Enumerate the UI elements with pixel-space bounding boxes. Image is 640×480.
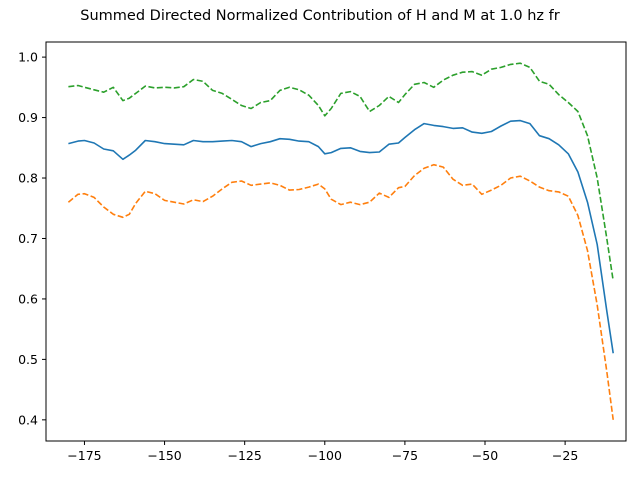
- x-tick-label: −175: [67, 448, 101, 463]
- y-tick-label: 0.7: [18, 231, 38, 246]
- x-tick-label: −150: [147, 448, 181, 463]
- x-tick-label: −75: [392, 448, 418, 463]
- y-tick-label: 1.0: [18, 50, 38, 65]
- x-tick-label: −125: [228, 448, 262, 463]
- series-line-2: [67, 163, 614, 420]
- y-tick-label: 0.6: [18, 291, 38, 306]
- axis-layer: −175 −150 −125 −100 −75 −50 −25 0.4 0.5 0.6 0.7 0.8…: [18, 50, 578, 463]
- x-tick-label: −50: [472, 448, 498, 463]
- y-tick-label: 0.4: [18, 412, 38, 427]
- series-line-3: [68, 62, 614, 281]
- series-line-1: [68, 119, 614, 354]
- x-tick-label: −100: [308, 448, 342, 463]
- chart-title: Summed Directed Normalized Contribution …: [80, 8, 560, 24]
- plot-frame: [45, 41, 627, 442]
- x-tick-label: −25: [552, 448, 578, 463]
- y-tick-label: 0.9: [18, 110, 38, 125]
- series-layer: [67, 62, 614, 420]
- y-tick-label: 0.8: [18, 171, 38, 186]
- y-tick-label: 0.5: [18, 352, 38, 367]
